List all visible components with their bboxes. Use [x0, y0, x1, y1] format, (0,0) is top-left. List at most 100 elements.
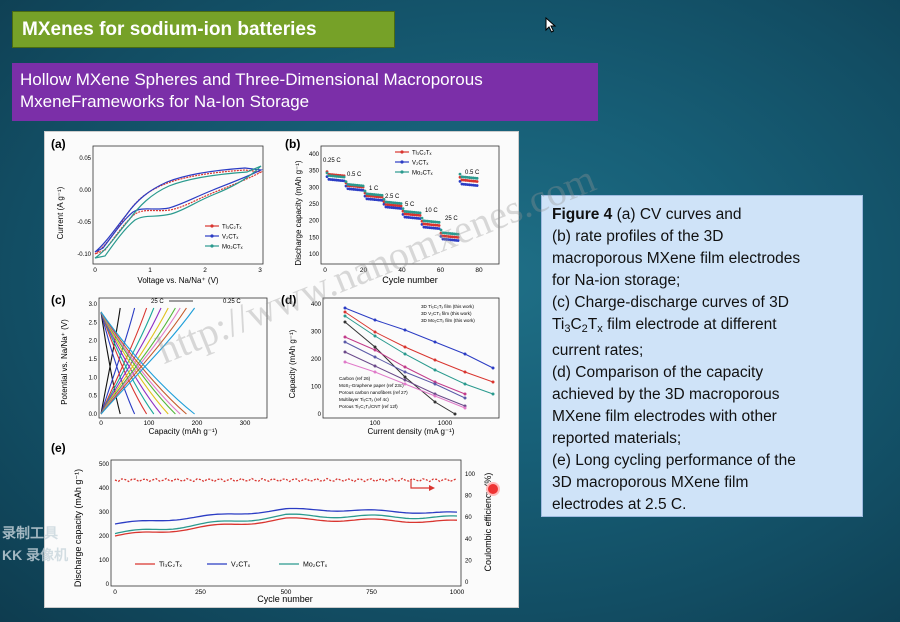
panel-e-label: (e): [51, 441, 66, 455]
panel-c-ytick: 0.5: [89, 394, 98, 400]
panel-e-ytick: 400: [99, 486, 110, 492]
panel-d-point: [373, 334, 377, 338]
panel-c-charge-curve: [100, 307, 136, 415]
panel-d-series-line: [344, 307, 494, 369]
panel-e-y2tick: 0: [465, 580, 469, 586]
panel-b-ytick: 400: [309, 152, 320, 158]
panel-b-xtick: 0: [323, 267, 327, 274]
figure-panel: (a) Current (A g⁻¹) Voltage vs. Na/Na⁺ (…: [44, 131, 519, 608]
panel-e-xtick: 0: [113, 589, 117, 596]
panel-a-xtick: 1: [148, 267, 152, 274]
panel-e-xtick: 1000: [450, 589, 465, 596]
caption-c3: current rates;: [552, 342, 644, 359]
panel-d-point: [463, 370, 467, 374]
panel-d-point: [403, 352, 407, 356]
panel-b-point: [380, 193, 384, 197]
panel-d-legend-label: Porous carbon nanofibers (ref 27): [339, 390, 408, 395]
panel-b-point: [418, 211, 422, 215]
panel-d-point: [403, 328, 407, 332]
ce-arrow: [410, 480, 429, 489]
panel-b-point: [475, 184, 479, 187]
panel-a-label: (a): [51, 137, 66, 151]
panel-d-legend-label: Porous Ti₃C₂Tₓ/CNT (ref 12f): [339, 404, 398, 409]
panel-b-legend-marker: [400, 170, 404, 174]
slide-subtitle: Hollow MXene Spheres and Three-Dimension…: [12, 63, 598, 121]
panel-d-point: [373, 348, 377, 352]
panel-c-discharge-curve: [100, 311, 169, 415]
panel-d-point: [343, 340, 347, 344]
caption-d4: reported materials;: [552, 430, 682, 447]
caption-d3: MXene film electrodes with other: [552, 408, 777, 425]
panel-a: (a) Current (A g⁻¹) Voltage vs. Na/Na⁺ (…: [51, 137, 264, 285]
panel-b-ytick: 300: [309, 185, 320, 191]
panel-d-ytick: 200: [311, 357, 322, 363]
panel-c-xtick: 200: [192, 420, 203, 427]
panel-e-y2tick: 60: [465, 515, 472, 521]
panel-b-point: [401, 207, 405, 211]
panel-c-ytick: 0.0: [89, 412, 98, 418]
panel-d-legend-label: Multilayer Ti₃CTₓ (ref 4c): [339, 397, 389, 402]
caption-c1: (c) Charge-discharge curves of 3D: [552, 294, 789, 311]
panel-d-series-line: [344, 315, 494, 395]
panel-d-point: [491, 366, 495, 370]
panel-c-xtick: 0: [99, 420, 103, 427]
panel-a-ytick: 0.00: [79, 188, 91, 194]
panel-d-point: [403, 382, 407, 386]
panel-b-ytick: 250: [309, 202, 320, 208]
panel-d-legend-label: MoS₂-Graphene paper (ref 23c): [339, 383, 404, 388]
panel-d-legend-label: Carbon (ref 26): [339, 376, 371, 381]
panel-e-y2tick: 100: [465, 472, 476, 478]
panel-d-point: [343, 335, 347, 339]
panel-a-xlabel: Voltage vs. Na/Na⁺ (V): [137, 276, 218, 285]
panel-b-xlabel: Cycle number: [382, 275, 438, 285]
panel-b: (b) Discharge capacity (mAh g⁻¹) Cycle n…: [285, 137, 500, 285]
panel-b-ytick: 150: [309, 235, 320, 241]
panel-e-legend-label: Mo₂CTₓ: [303, 562, 328, 569]
subtitle-line-1: Hollow MXene Spheres and Three-Dimension…: [20, 70, 483, 89]
panel-a-xtick: 3: [258, 267, 262, 274]
slide-title: MXenes for sodium-ion batteries: [12, 11, 395, 48]
panel-d-point: [373, 370, 377, 374]
panel-b-legend-marker: [400, 160, 404, 164]
caption-a: (a) CV curves and: [612, 206, 742, 223]
panel-e-legend-label: Ti₃C₂Tₓ: [159, 562, 182, 569]
panel-c-charge-curve: [100, 307, 196, 415]
recording-dot: [486, 482, 500, 496]
panel-e-capacity-line: [114, 513, 458, 535]
panel-b-rate-label: 1 C: [369, 186, 379, 192]
panel-a-legend-label: V₂CTₓ: [222, 235, 238, 241]
panel-c-discharge-curve: [100, 311, 121, 415]
panel-e-ylabel: Discharge capacity (mAh g⁻¹): [73, 469, 83, 587]
panel-c-xtick: 300: [240, 420, 251, 427]
panel-d-point: [373, 364, 377, 368]
panel-d-point: [433, 382, 437, 386]
panel-d-point: [433, 368, 437, 372]
panel-e-y2label: Coulombic efficiency (%): [483, 473, 493, 572]
caption-c2: Ti3C2Tx film electrode at different: [552, 316, 777, 335]
panel-c-ytick: 2.5: [89, 320, 98, 326]
panel-a-legend-label: Mo₂CTₓ: [222, 245, 243, 251]
panel-d-point: [463, 396, 467, 400]
panel-c-discharge-curve: [100, 311, 187, 415]
figure-4-plots: (a) Current (A g⁻¹) Voltage vs. Na/Na⁺ (…: [51, 137, 500, 604]
panel-c-discharge-curve: [100, 311, 195, 415]
caption-e1: (e) Long cycling performance of the: [552, 452, 796, 469]
panel-d-point: [463, 392, 467, 396]
panel-c: (c) Potential vs. Na/Na⁺ (V) Capacity (m…: [51, 293, 268, 436]
panel-e-xlabel: Cycle number: [257, 594, 313, 604]
panel-c-charge-curve: [100, 307, 121, 415]
panel-d-point: [373, 330, 377, 334]
panel-d-point: [343, 360, 347, 364]
panel-d-ytick: 400: [311, 302, 322, 308]
panel-d-xlabel: Current density (mA g⁻¹): [368, 427, 455, 436]
panel-d-point: [373, 345, 377, 349]
panel-a-ytick: -0.10: [77, 252, 91, 258]
panel-b-point: [361, 184, 365, 188]
mouse-cursor-icon: [545, 17, 557, 33]
panel-c-charge-curve: [100, 307, 187, 415]
panel-b-point: [437, 220, 441, 224]
panel-e-ytick: 0: [106, 582, 110, 588]
caption-b3: for Na-ion storage;: [552, 272, 681, 289]
caption-d1: (d) Comparison of the capacity: [552, 364, 764, 381]
panel-e-y2tick: 40: [465, 537, 472, 543]
